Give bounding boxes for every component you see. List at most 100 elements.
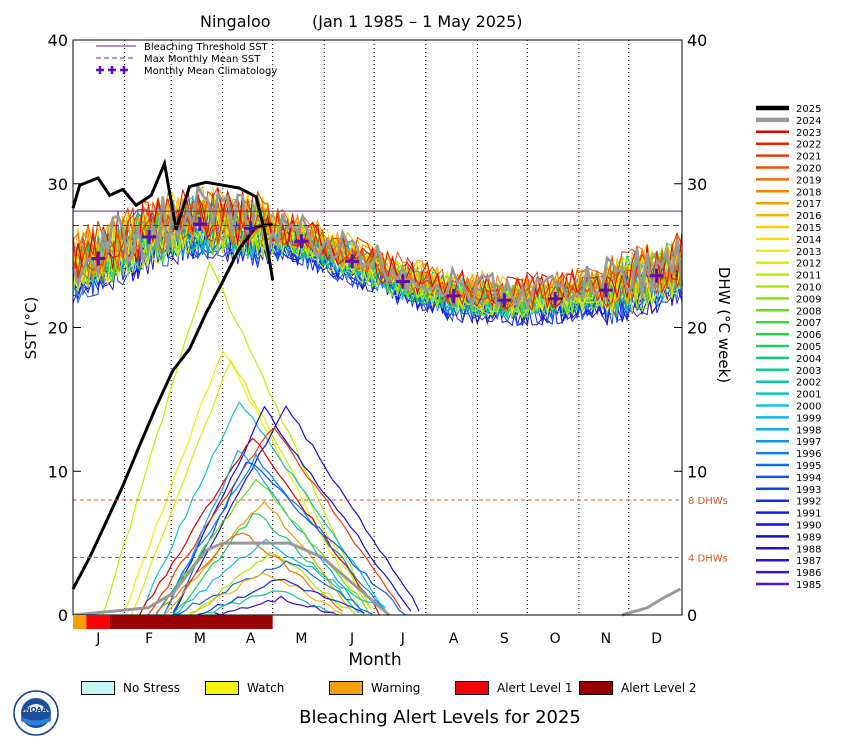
x-tick-label: M — [295, 631, 307, 647]
year-legend-label: 2025 — [796, 104, 821, 115]
dhw-line-1986 — [214, 595, 335, 616]
y-tick-label-left: 20 — [48, 319, 68, 338]
year-legend-label: 1996 — [796, 449, 821, 460]
alert-bar-segment — [73, 615, 87, 629]
alert-swatch-no-stress — [81, 681, 115, 695]
alert-label: Warning — [371, 681, 421, 695]
alert-label: Watch — [247, 681, 285, 695]
x-tick-label: F — [145, 631, 153, 647]
y-tick-label-right: 20 — [687, 319, 707, 338]
alert-swatch-warning — [329, 681, 363, 695]
year-legend-label: 1993 — [796, 485, 821, 496]
alert-legend-item: Watch — [205, 681, 284, 695]
dhw-line-2024-late — [621, 587, 681, 617]
year-legend-label: 1997 — [796, 437, 821, 448]
x-tick-label: J — [95, 631, 100, 647]
sst-series — [71, 158, 684, 327]
axes: 0 0 10 10 20 20 30 30 40 40 J F M A M J J A S O N D — [48, 31, 708, 647]
noaa-logo: NOAA — [13, 690, 59, 736]
threshold-lines: 8 DHWs 4 DHWs — [73, 210, 728, 565]
dhw-line-2025 — [71, 222, 273, 590]
alert-legend-item: Alert Level 2 — [579, 681, 697, 695]
dhw-line-1994 — [172, 461, 407, 616]
alert-label: Alert Level 2 — [621, 681, 697, 695]
year-legend-label: 2021 — [796, 152, 821, 163]
dhw-line-2021 — [147, 427, 402, 616]
year-legend-label: 2023 — [796, 128, 821, 139]
alert-legend-item: No Stress — [81, 681, 180, 695]
year-legend: 2025202420232022202120202019201820172016… — [756, 104, 821, 591]
dhw-line-2023 — [139, 437, 380, 616]
year-legend-label: 1989 — [796, 532, 821, 543]
legend-line-label: Bleaching Threshold SST — [144, 42, 269, 53]
year-legend-label: 2007 — [796, 318, 821, 329]
alert-label: Alert Level 1 — [497, 681, 573, 695]
dhw-line-2005 — [172, 513, 360, 616]
year-legend-label: 1994 — [796, 473, 821, 484]
year-legend-label: 2002 — [796, 378, 821, 389]
year-legend-label: 1988 — [796, 544, 821, 555]
year-legend-label: 2005 — [796, 342, 821, 353]
year-legend-label: 1990 — [796, 521, 821, 532]
year-legend-label: 2011 — [796, 271, 821, 282]
year-legend-label: 2000 — [796, 402, 821, 413]
year-legend-label: 2014 — [796, 235, 821, 246]
dhw-line-1999 — [172, 538, 387, 616]
x-tick-label: A — [246, 631, 256, 647]
y-axis-left-label: SST (°C) — [22, 297, 40, 360]
alert-label: No Stress — [123, 681, 181, 695]
alert-level-legend: No Stress Watch Warning Alert Level 1 Al… — [0, 678, 850, 700]
dhw-line-2024 — [72, 541, 391, 617]
year-legend-label: 1987 — [796, 556, 821, 567]
x-tick-label: S — [500, 631, 509, 647]
year-legend-label: 2019 — [796, 175, 821, 186]
year-legend-label: 2001 — [796, 390, 821, 401]
year-legend-label: 2020 — [796, 164, 821, 175]
plot-frame — [72, 39, 683, 616]
year-legend-label: 2012 — [796, 259, 821, 270]
dhw-line-2019 — [155, 532, 343, 613]
svg-text:NOAA: NOAA — [25, 706, 48, 714]
sst-line-2017 — [72, 185, 683, 308]
y-tick-label-left: 40 — [48, 31, 68, 50]
dhw-line-2011 — [102, 260, 370, 615]
dhw-line-2003 — [206, 590, 340, 616]
alert-bar-segment — [86, 615, 110, 629]
alert-swatch-watch — [205, 681, 239, 695]
x-tick-label: J — [400, 631, 405, 647]
chart-subtitle: (Jan 1 1985 – 1 May 2025) — [312, 12, 523, 31]
sst-line-2025 — [71, 158, 275, 281]
alert-bar — [73, 615, 273, 629]
year-legend-label: 1999 — [796, 413, 821, 424]
y-tick-label-right: 40 — [687, 31, 707, 50]
alert-legend-item: Warning — [329, 681, 420, 695]
year-legend-label: 2013 — [796, 247, 821, 258]
year-legend-label: 1998 — [796, 425, 821, 436]
dhw-line-1995 — [172, 560, 373, 616]
year-legend-label: 1995 — [796, 461, 821, 472]
dhw-line-2016 — [189, 572, 343, 615]
year-legend-label: 2016 — [796, 211, 821, 222]
x-axis-label: Month — [348, 650, 401, 670]
dhw-line-1996 — [155, 453, 390, 616]
dhw-line-2017 — [164, 500, 352, 616]
dhw-line-1998 — [163, 449, 365, 615]
year-legend-label: 2017 — [796, 199, 821, 210]
dhw-line-2000 — [139, 400, 387, 616]
dhw-line-1990 — [163, 405, 412, 614]
year-legend-label: 2009 — [796, 294, 821, 305]
year-legend-label: 2004 — [796, 354, 821, 365]
y-tick-label-left: 0 — [58, 606, 68, 625]
year-legend-label: 2024 — [796, 116, 821, 127]
climatology-markers — [91, 217, 664, 308]
dhw-threshold-label: 8 DHWs — [688, 496, 728, 507]
legend-line-label: Monthly Mean Climatology — [144, 66, 277, 77]
bleaching-chart: Ningaloo (Jan 1 1985 – 1 May 2025) 8 DHW… — [22, 12, 821, 670]
dhw-line-2012 — [130, 359, 372, 616]
legend-line-label: Max Monthly Mean SST — [144, 54, 261, 65]
year-legend-label: 1991 — [796, 509, 821, 520]
dhw-series — [71, 222, 681, 617]
year-legend-label: 2015 — [796, 223, 821, 234]
year-legend-label: 2008 — [796, 306, 821, 317]
